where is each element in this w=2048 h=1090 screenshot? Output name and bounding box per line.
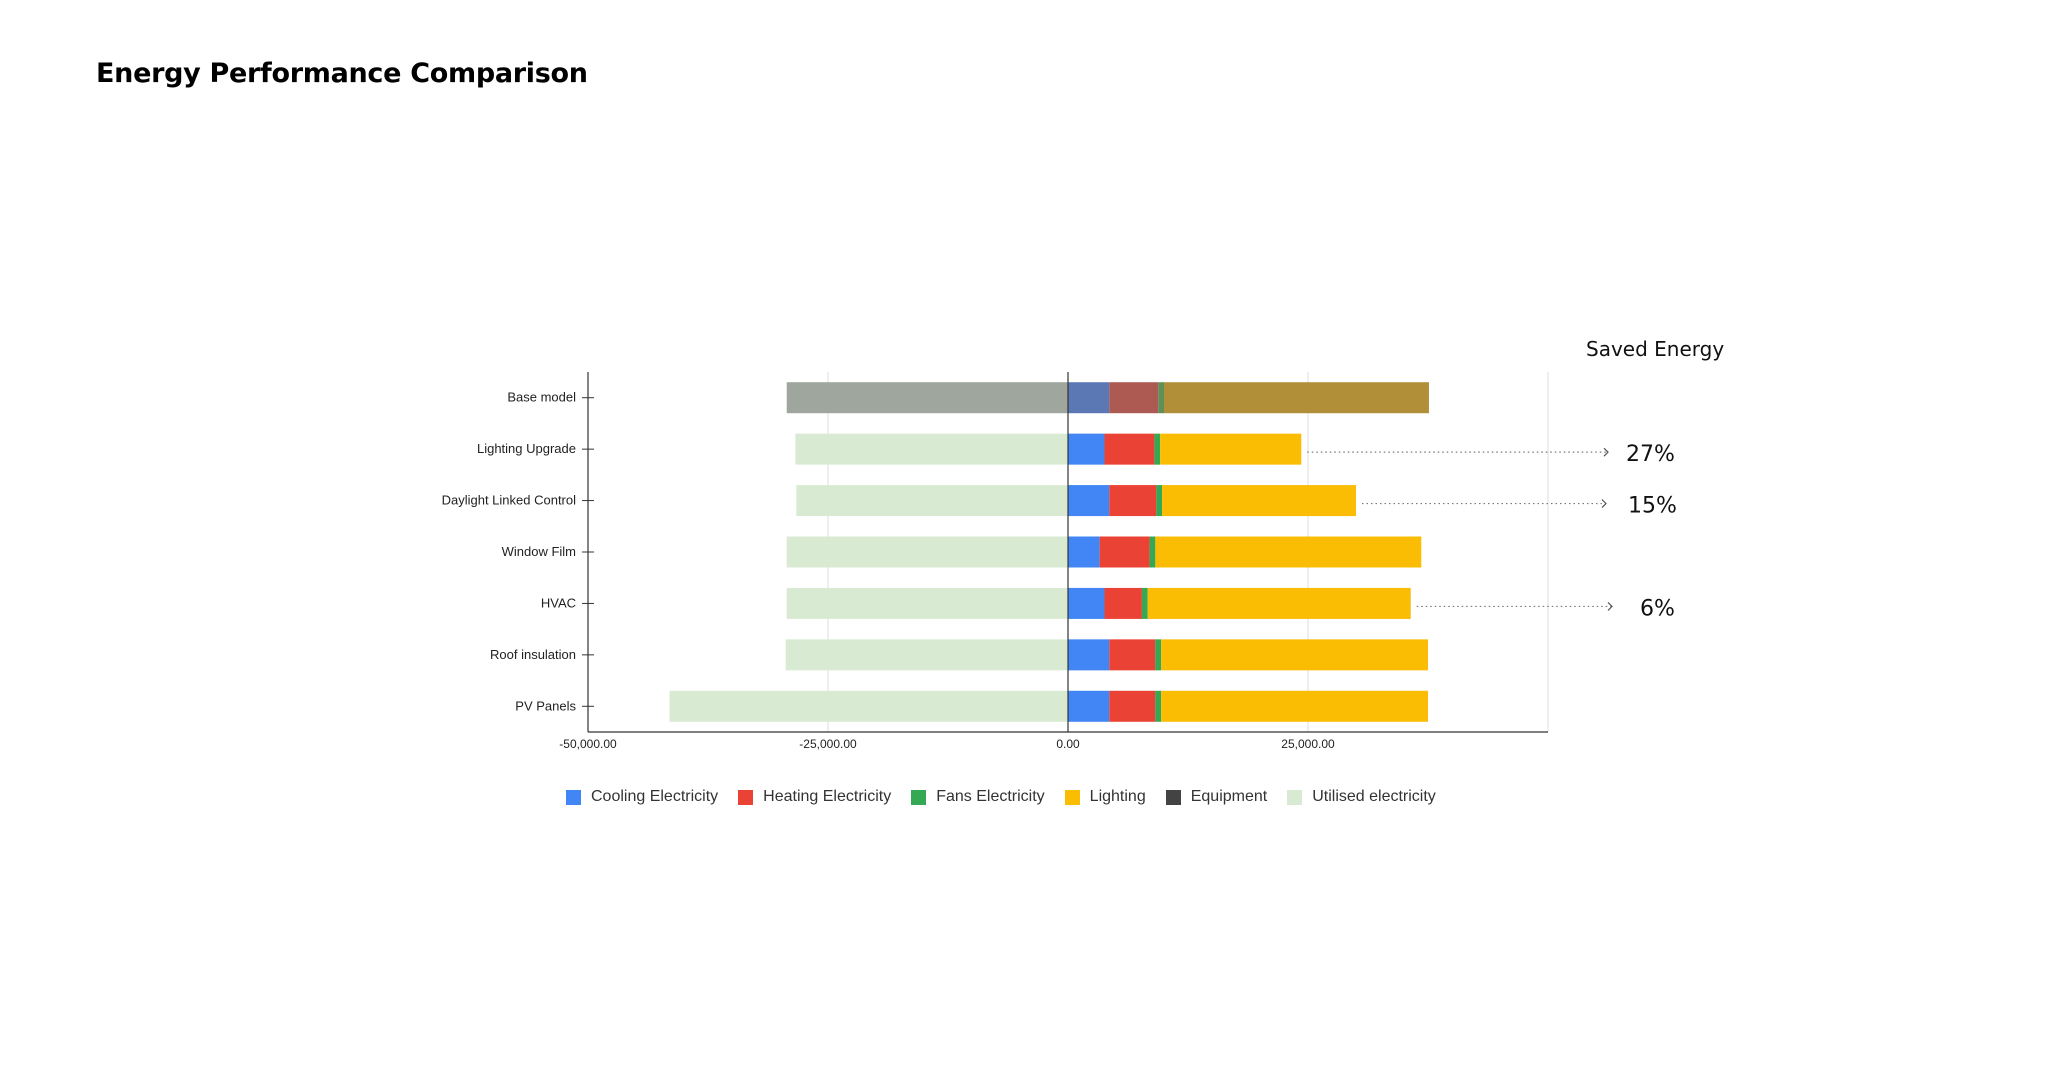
bar-fans-electricity bbox=[1155, 690, 1162, 722]
bar-utilised-electricity bbox=[795, 433, 1068, 465]
bar-cooling-electricity bbox=[1068, 639, 1110, 671]
legend-swatch bbox=[1064, 789, 1080, 805]
category-label: Roof insulation bbox=[490, 647, 576, 662]
annotations: Saved Energy 27% 15% 6% bbox=[1307, 337, 1724, 621]
bar-heating-electricity bbox=[1109, 485, 1157, 517]
category-label: PV Panels bbox=[515, 698, 576, 713]
legend-swatch bbox=[738, 789, 754, 805]
legend-item: Fans Electricity bbox=[911, 788, 1045, 806]
x-tick-label: -50,000.00 bbox=[559, 737, 617, 751]
bar-cooling-electricity bbox=[1068, 382, 1110, 414]
bar-cooling-electricity bbox=[1068, 536, 1100, 568]
bar-fans-electricity bbox=[1155, 639, 1162, 671]
legend-label: Lighting bbox=[1089, 788, 1146, 805]
bar-cooling-electricity bbox=[1068, 690, 1110, 722]
bar-cooling-electricity bbox=[1068, 485, 1110, 517]
bar-lighting bbox=[1160, 433, 1302, 465]
bar-fans-electricity bbox=[1149, 536, 1156, 568]
bar-heating-electricity bbox=[1109, 382, 1159, 414]
legend-item: Equipment bbox=[1165, 788, 1268, 806]
category-label: Window Film bbox=[502, 544, 576, 559]
category-label: Lighting Upgrade bbox=[477, 441, 576, 456]
bar-utilised-electricity bbox=[669, 690, 1068, 722]
bar-heating-electricity bbox=[1109, 690, 1156, 722]
bar-lighting bbox=[1164, 382, 1429, 414]
legend: Cooling Electricity Heating Electricity Fa… bbox=[566, 788, 1456, 806]
legend-item: Utilised electricity bbox=[1287, 788, 1436, 806]
annotation-arrow bbox=[1607, 602, 1613, 611]
legend-label: Fans Electricity bbox=[936, 788, 1045, 805]
bar-heating-electricity bbox=[1104, 587, 1142, 619]
legend-item: Lighting bbox=[1064, 788, 1146, 806]
bar-fans-electricity bbox=[1141, 587, 1148, 619]
saved-energy-title: Saved Energy bbox=[1586, 337, 1724, 361]
page-title: Energy Performance Comparison bbox=[96, 58, 588, 89]
category-label: Daylight Linked Control bbox=[442, 493, 577, 508]
legend-label: Heating Electricity bbox=[763, 788, 892, 805]
legend-swatch bbox=[1287, 789, 1303, 805]
annotation-arrow bbox=[1603, 447, 1609, 457]
bar-heating-electricity bbox=[1099, 536, 1150, 568]
labels: Base model Lighting Upgrade Daylight Linke… bbox=[442, 390, 1335, 751]
legend-swatch bbox=[911, 789, 927, 805]
annotation-label: 27% bbox=[1626, 442, 1675, 467]
x-tick-label: -25,000.00 bbox=[799, 737, 857, 751]
legend-swatch bbox=[1165, 789, 1181, 805]
category-label: Base model bbox=[507, 390, 576, 405]
legend-item: Cooling Electricity bbox=[566, 788, 718, 806]
category-label: HVAC bbox=[541, 595, 576, 610]
bar-fans-electricity bbox=[1156, 485, 1163, 517]
bar-utilised-electricity bbox=[786, 587, 1068, 619]
annotation-label: 15% bbox=[1628, 494, 1677, 519]
legend-label: Utilised electricity bbox=[1312, 788, 1436, 805]
bars bbox=[669, 382, 1429, 722]
x-tick-label: 25,000.00 bbox=[1281, 737, 1335, 751]
x-tick-label: 0.00 bbox=[1056, 737, 1080, 751]
bar-heating-electricity bbox=[1104, 433, 1155, 465]
bar-fans-electricity bbox=[1158, 382, 1164, 414]
bar-lighting bbox=[1161, 690, 1428, 722]
annotation-label: 6% bbox=[1640, 596, 1675, 621]
bar-cooling-electricity bbox=[1068, 587, 1105, 619]
bar-lighting bbox=[1147, 587, 1411, 619]
bar-utilised-electricity bbox=[786, 382, 1068, 414]
bar-fans-electricity bbox=[1154, 433, 1161, 465]
legend-label: Cooling Electricity bbox=[591, 788, 719, 805]
legend-item: Heating Electricity bbox=[738, 788, 891, 806]
bar-heating-electricity bbox=[1109, 639, 1156, 671]
bar-lighting bbox=[1161, 639, 1428, 671]
bar-utilised-electricity bbox=[796, 485, 1068, 517]
annotation-arrow bbox=[1601, 499, 1607, 508]
bar-cooling-electricity bbox=[1068, 433, 1105, 465]
legend-label: Equipment bbox=[1190, 788, 1268, 805]
bar-utilised-electricity bbox=[785, 639, 1068, 671]
bar-lighting bbox=[1162, 485, 1356, 517]
axes bbox=[582, 372, 1548, 733]
legend-swatch bbox=[566, 789, 581, 805]
bar-utilised-electricity bbox=[786, 536, 1068, 568]
bar-lighting bbox=[1155, 536, 1422, 568]
